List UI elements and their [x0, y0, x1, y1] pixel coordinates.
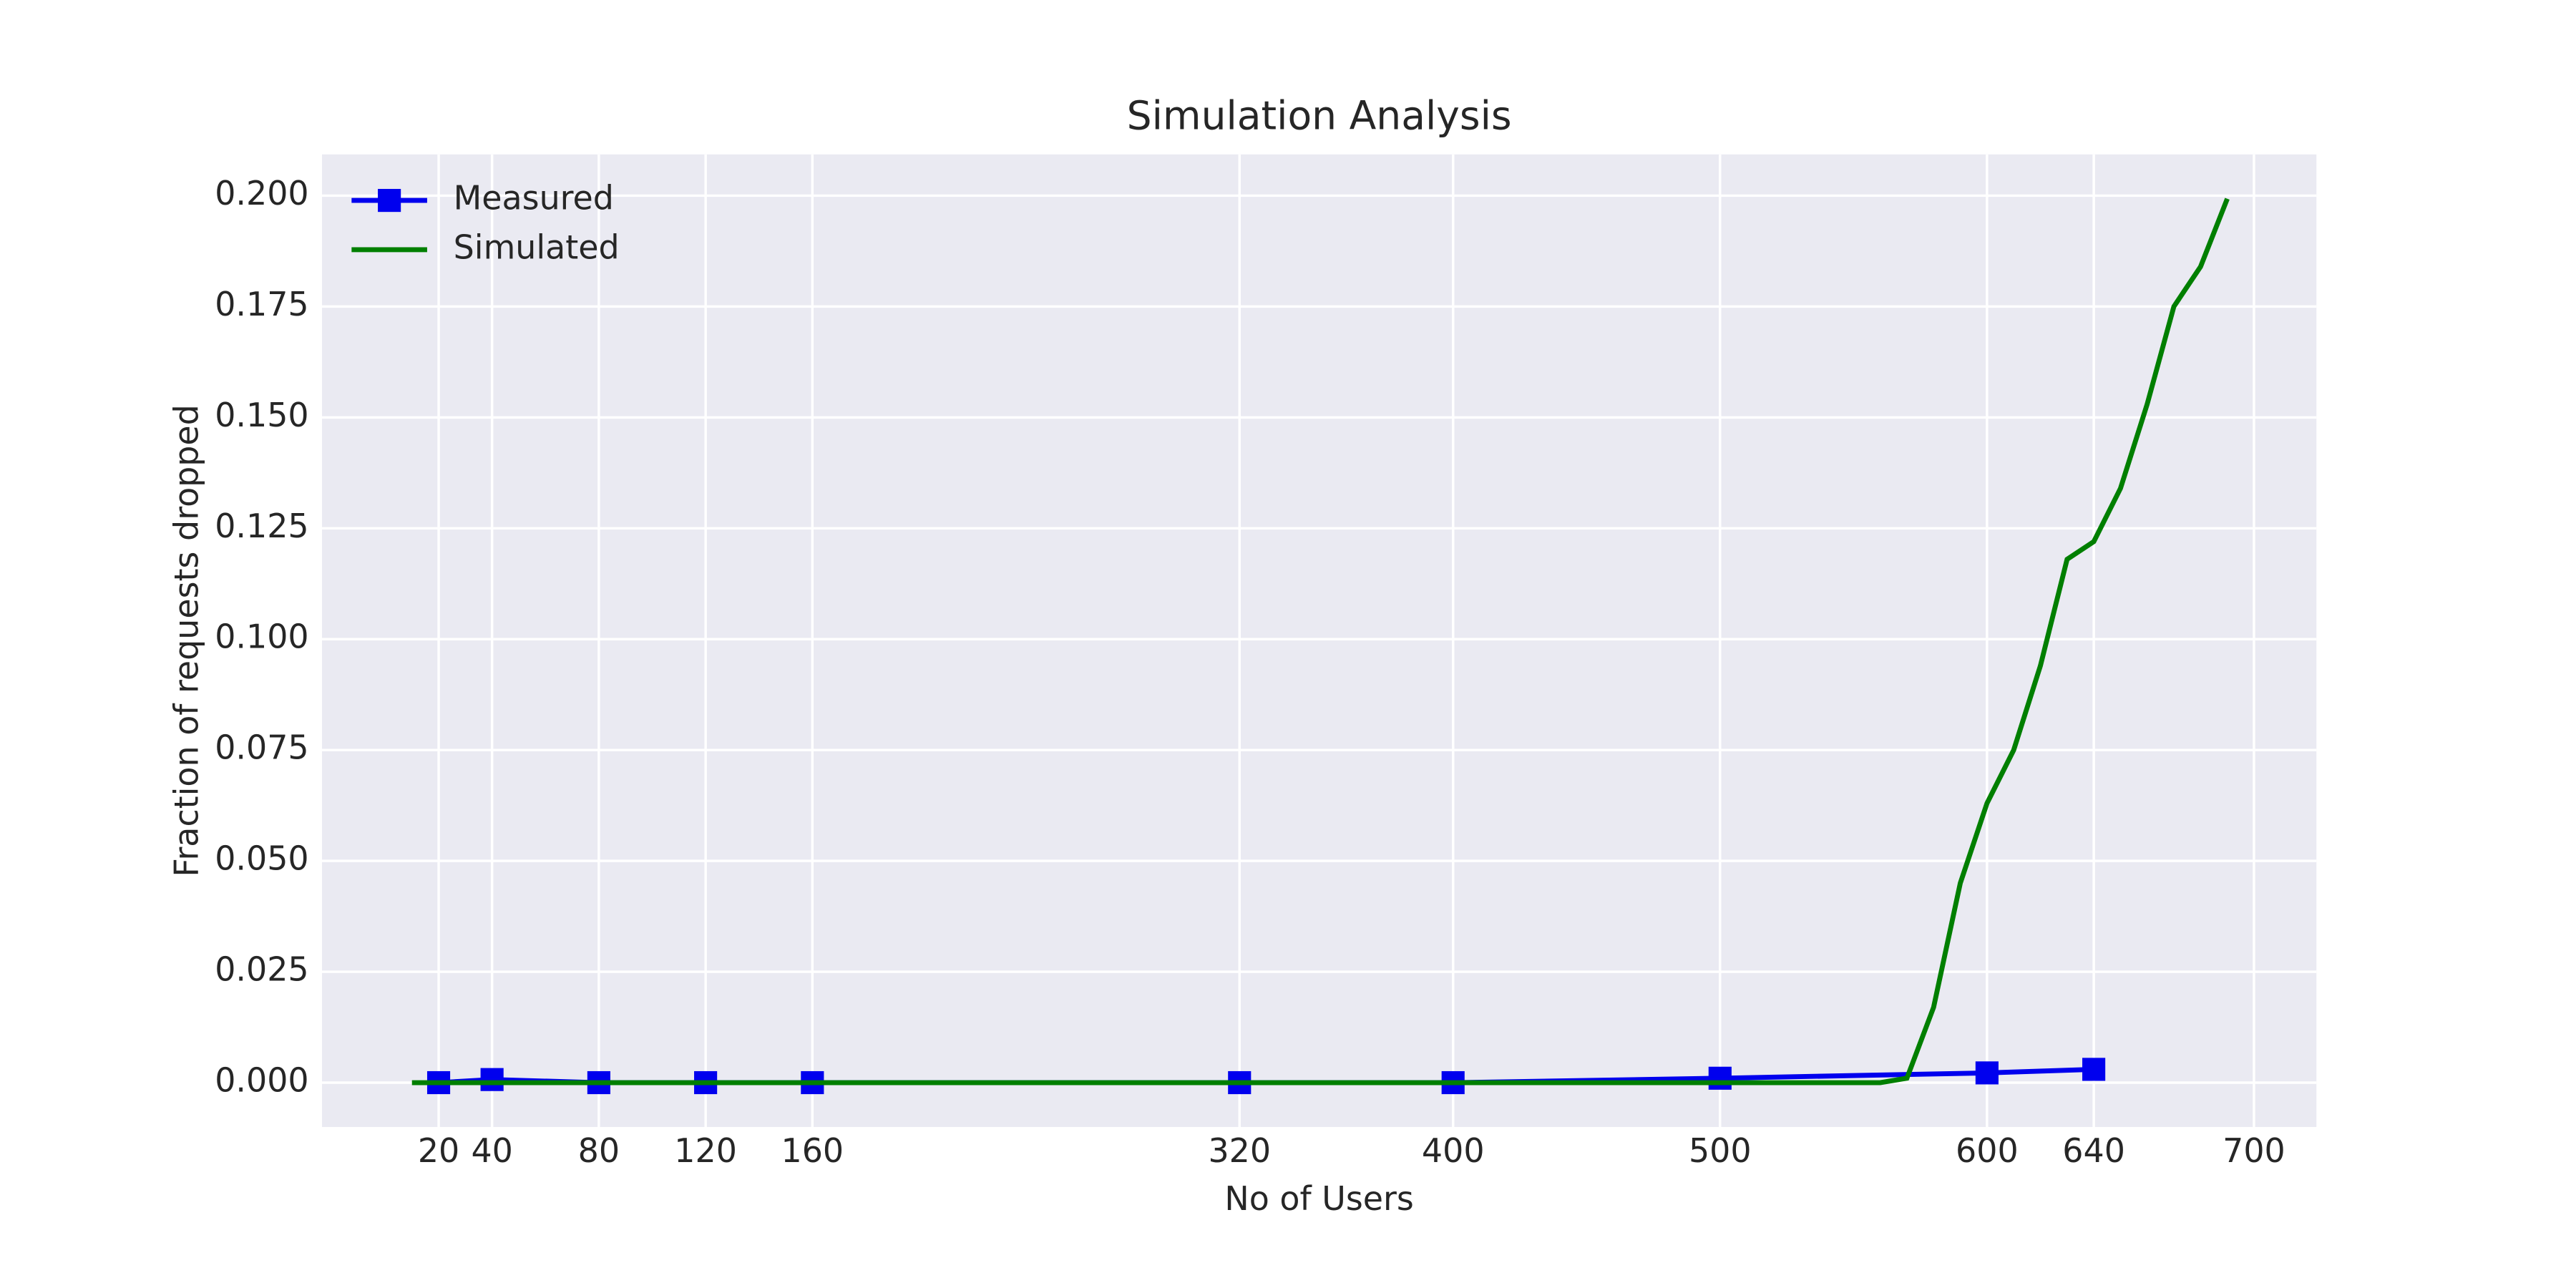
legend-label: Simulated [454, 228, 620, 266]
plot-area [322, 154, 2317, 1128]
x-axis-label: No of Users [1224, 1179, 1413, 1218]
legend: Measured Simulated [351, 179, 620, 266]
x-tick-label: 20 [418, 1131, 459, 1170]
x-tick-label: 120 [674, 1131, 737, 1170]
data-point [1708, 1066, 1732, 1090]
x-tick-label: 40 [471, 1131, 512, 1170]
x-tick-label: 640 [2062, 1131, 2125, 1170]
y-tick-label: 0.175 [215, 285, 308, 323]
legend-label: Measured [454, 179, 614, 218]
legend-marker [378, 189, 401, 213]
x-tick-label: 320 [1208, 1131, 1271, 1170]
y-tick-label: 0.125 [215, 507, 308, 545]
y-tick-label: 0.100 [215, 618, 308, 656]
y-tick-label: 0.200 [215, 174, 308, 213]
x-tick-label: 500 [1689, 1131, 1752, 1170]
y-tick-label: 0.000 [215, 1061, 308, 1100]
data-point [1975, 1061, 1999, 1085]
y-axis-label: Fraction of requests dropped [167, 404, 206, 877]
x-tick-label: 700 [2223, 1131, 2285, 1170]
x-tick-label: 600 [1956, 1131, 2019, 1170]
y-tick-label: 0.075 [215, 728, 308, 767]
x-tick-label: 400 [1422, 1131, 1485, 1170]
data-point [2082, 1058, 2106, 1081]
marks [411, 197, 2230, 1095]
grid [322, 154, 2317, 1128]
chart-title: Simulation Analysis [1127, 92, 1512, 138]
data-point [480, 1068, 504, 1091]
y-tick-label: 0.025 [215, 950, 308, 989]
x-tick-label: 160 [781, 1131, 844, 1170]
y-tick-label: 0.050 [215, 839, 308, 878]
y-tick-label: 0.150 [215, 396, 308, 434]
series-line [411, 197, 2230, 1085]
x-tick-label: 80 [578, 1131, 620, 1170]
